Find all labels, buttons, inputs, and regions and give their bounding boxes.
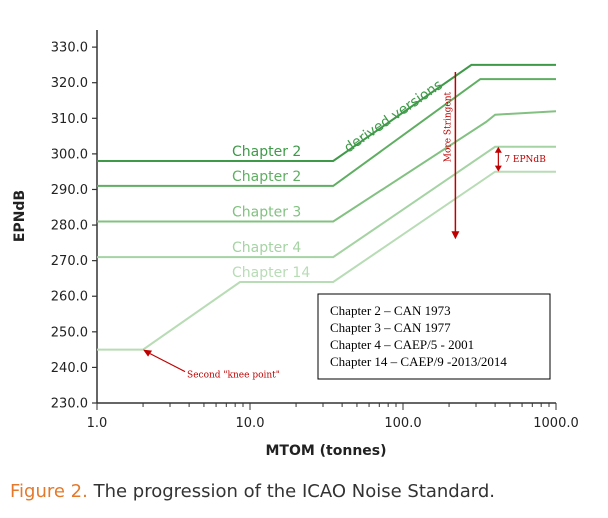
knee-point-arrow: [149, 353, 186, 373]
series-line: [97, 78, 556, 187]
x-tick-label: 1000.0: [533, 416, 579, 431]
y-tick-label: 280.0: [51, 219, 88, 234]
axes: [96, 30, 556, 404]
legend-entry: Chapter 3 – CAN 1977: [330, 320, 451, 335]
y-tick-label: 250.0: [51, 325, 88, 340]
y-ticks: 230.0 240.0 250.0 260.0 270.0 280.0 290.0 300.0…: [51, 41, 97, 412]
series-line: [97, 145, 556, 259]
y-tick-label: 230.0: [51, 397, 88, 412]
y-axis-title: EPNdB: [12, 190, 28, 242]
legend-entry: Chapter 14 – CAEP/9 -2013/2014: [330, 354, 507, 369]
y-tick-label: 310.0: [51, 112, 88, 127]
y-tick-label: 260.0: [51, 290, 88, 305]
legend-box: Chapter 2 – CAN 1973 Chapter 3 – CAN 197…: [317, 293, 551, 380]
knee-point-annotation: Second "knee point": [187, 371, 280, 381]
series-label: Chapter 2: [232, 169, 301, 185]
y-tick-label: 330.0: [51, 41, 88, 56]
more-stringent-annotation: More Stringent: [443, 91, 453, 162]
x-tick-label: 10.0: [236, 416, 265, 431]
figure-caption: Figure 2. The progression of the ICAO No…: [10, 481, 495, 502]
x-ticks: 1.0 10.0 100.0 1000.0: [87, 403, 579, 431]
series-lines: [97, 63, 557, 351]
difference-arrowhead-top: [494, 146, 502, 153]
figure-label: Figure 2.: [10, 481, 88, 502]
figure-caption-text: The progression of the ICAO Noise Standa…: [93, 481, 495, 502]
legend-entry: Chapter 2 – CAN 1973: [330, 303, 451, 318]
y-tick-label: 290.0: [51, 183, 88, 198]
noise-standard-chart: 230.0 240.0 250.0 260.0 270.0 280.0 290.0 300.0…: [12, 30, 579, 459]
y-tick-label: 240.0: [51, 361, 88, 376]
legend-frame: [317, 293, 551, 380]
knee-point-arrowhead: [143, 349, 153, 357]
difference-annotation: 7 EPNdB: [504, 155, 546, 165]
series-labels: Chapter 2 Chapter 2 Chapter 3 Chapter 4 Chap…: [232, 144, 310, 281]
x-tick-label: 1.0: [87, 416, 108, 431]
y-tick-label: 300.0: [51, 147, 88, 162]
series-label: Chapter 14: [232, 265, 310, 281]
series-line: [97, 63, 556, 162]
series-line: [97, 170, 556, 351]
series-label: Chapter 2: [232, 144, 301, 160]
series-label: Chapter 4: [232, 240, 301, 256]
difference-arrowhead-bottom: [494, 165, 502, 172]
series-line: [97, 110, 557, 223]
series-label: Chapter 3: [232, 205, 301, 221]
more-stringent-arrowhead: [451, 231, 460, 240]
y-tick-label: 320.0: [51, 76, 88, 91]
y-tick-label: 270.0: [51, 254, 88, 269]
legend-entry: Chapter 4 – CAEP/5 - 2001: [330, 337, 474, 352]
x-tick-label: 100.0: [384, 416, 421, 431]
x-axis-title: MTOM (tonnes): [265, 443, 386, 459]
